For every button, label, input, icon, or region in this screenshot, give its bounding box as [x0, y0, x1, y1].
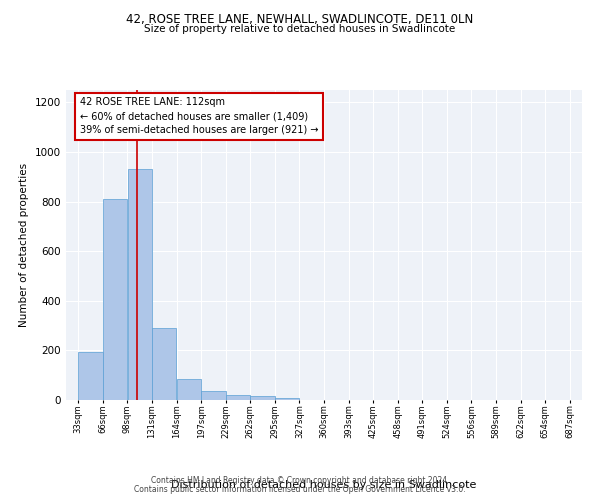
Text: Contains public sector information licensed under the Open Government Licence v3: Contains public sector information licen…: [134, 485, 466, 494]
Bar: [128, 170, 152, 400]
Bar: [202, 392, 226, 400]
X-axis label: Distribution of detached houses by size in Swadlincote: Distribution of detached houses by size …: [172, 480, 476, 490]
Bar: [226, 395, 250, 400]
Text: Contains HM Land Registry data © Crown copyright and database right 2024.: Contains HM Land Registry data © Crown c…: [151, 476, 449, 485]
Bar: [177, 379, 201, 400]
Y-axis label: Number of detached properties: Number of detached properties: [19, 163, 29, 327]
Text: 42, ROSE TREE LANE, NEWHALL, SWADLINCOTE, DE11 0LN: 42, ROSE TREE LANE, NEWHALL, SWADLINCOTE…: [127, 12, 473, 26]
Text: 42 ROSE TREE LANE: 112sqm
← 60% of detached houses are smaller (1,409)
39% of se: 42 ROSE TREE LANE: 112sqm ← 60% of detac…: [80, 98, 318, 136]
Text: Size of property relative to detached houses in Swadlincote: Size of property relative to detached ho…: [145, 24, 455, 34]
Bar: [275, 398, 299, 400]
Bar: [103, 199, 127, 400]
Bar: [152, 328, 176, 400]
Bar: [79, 352, 103, 400]
Bar: [250, 396, 275, 400]
